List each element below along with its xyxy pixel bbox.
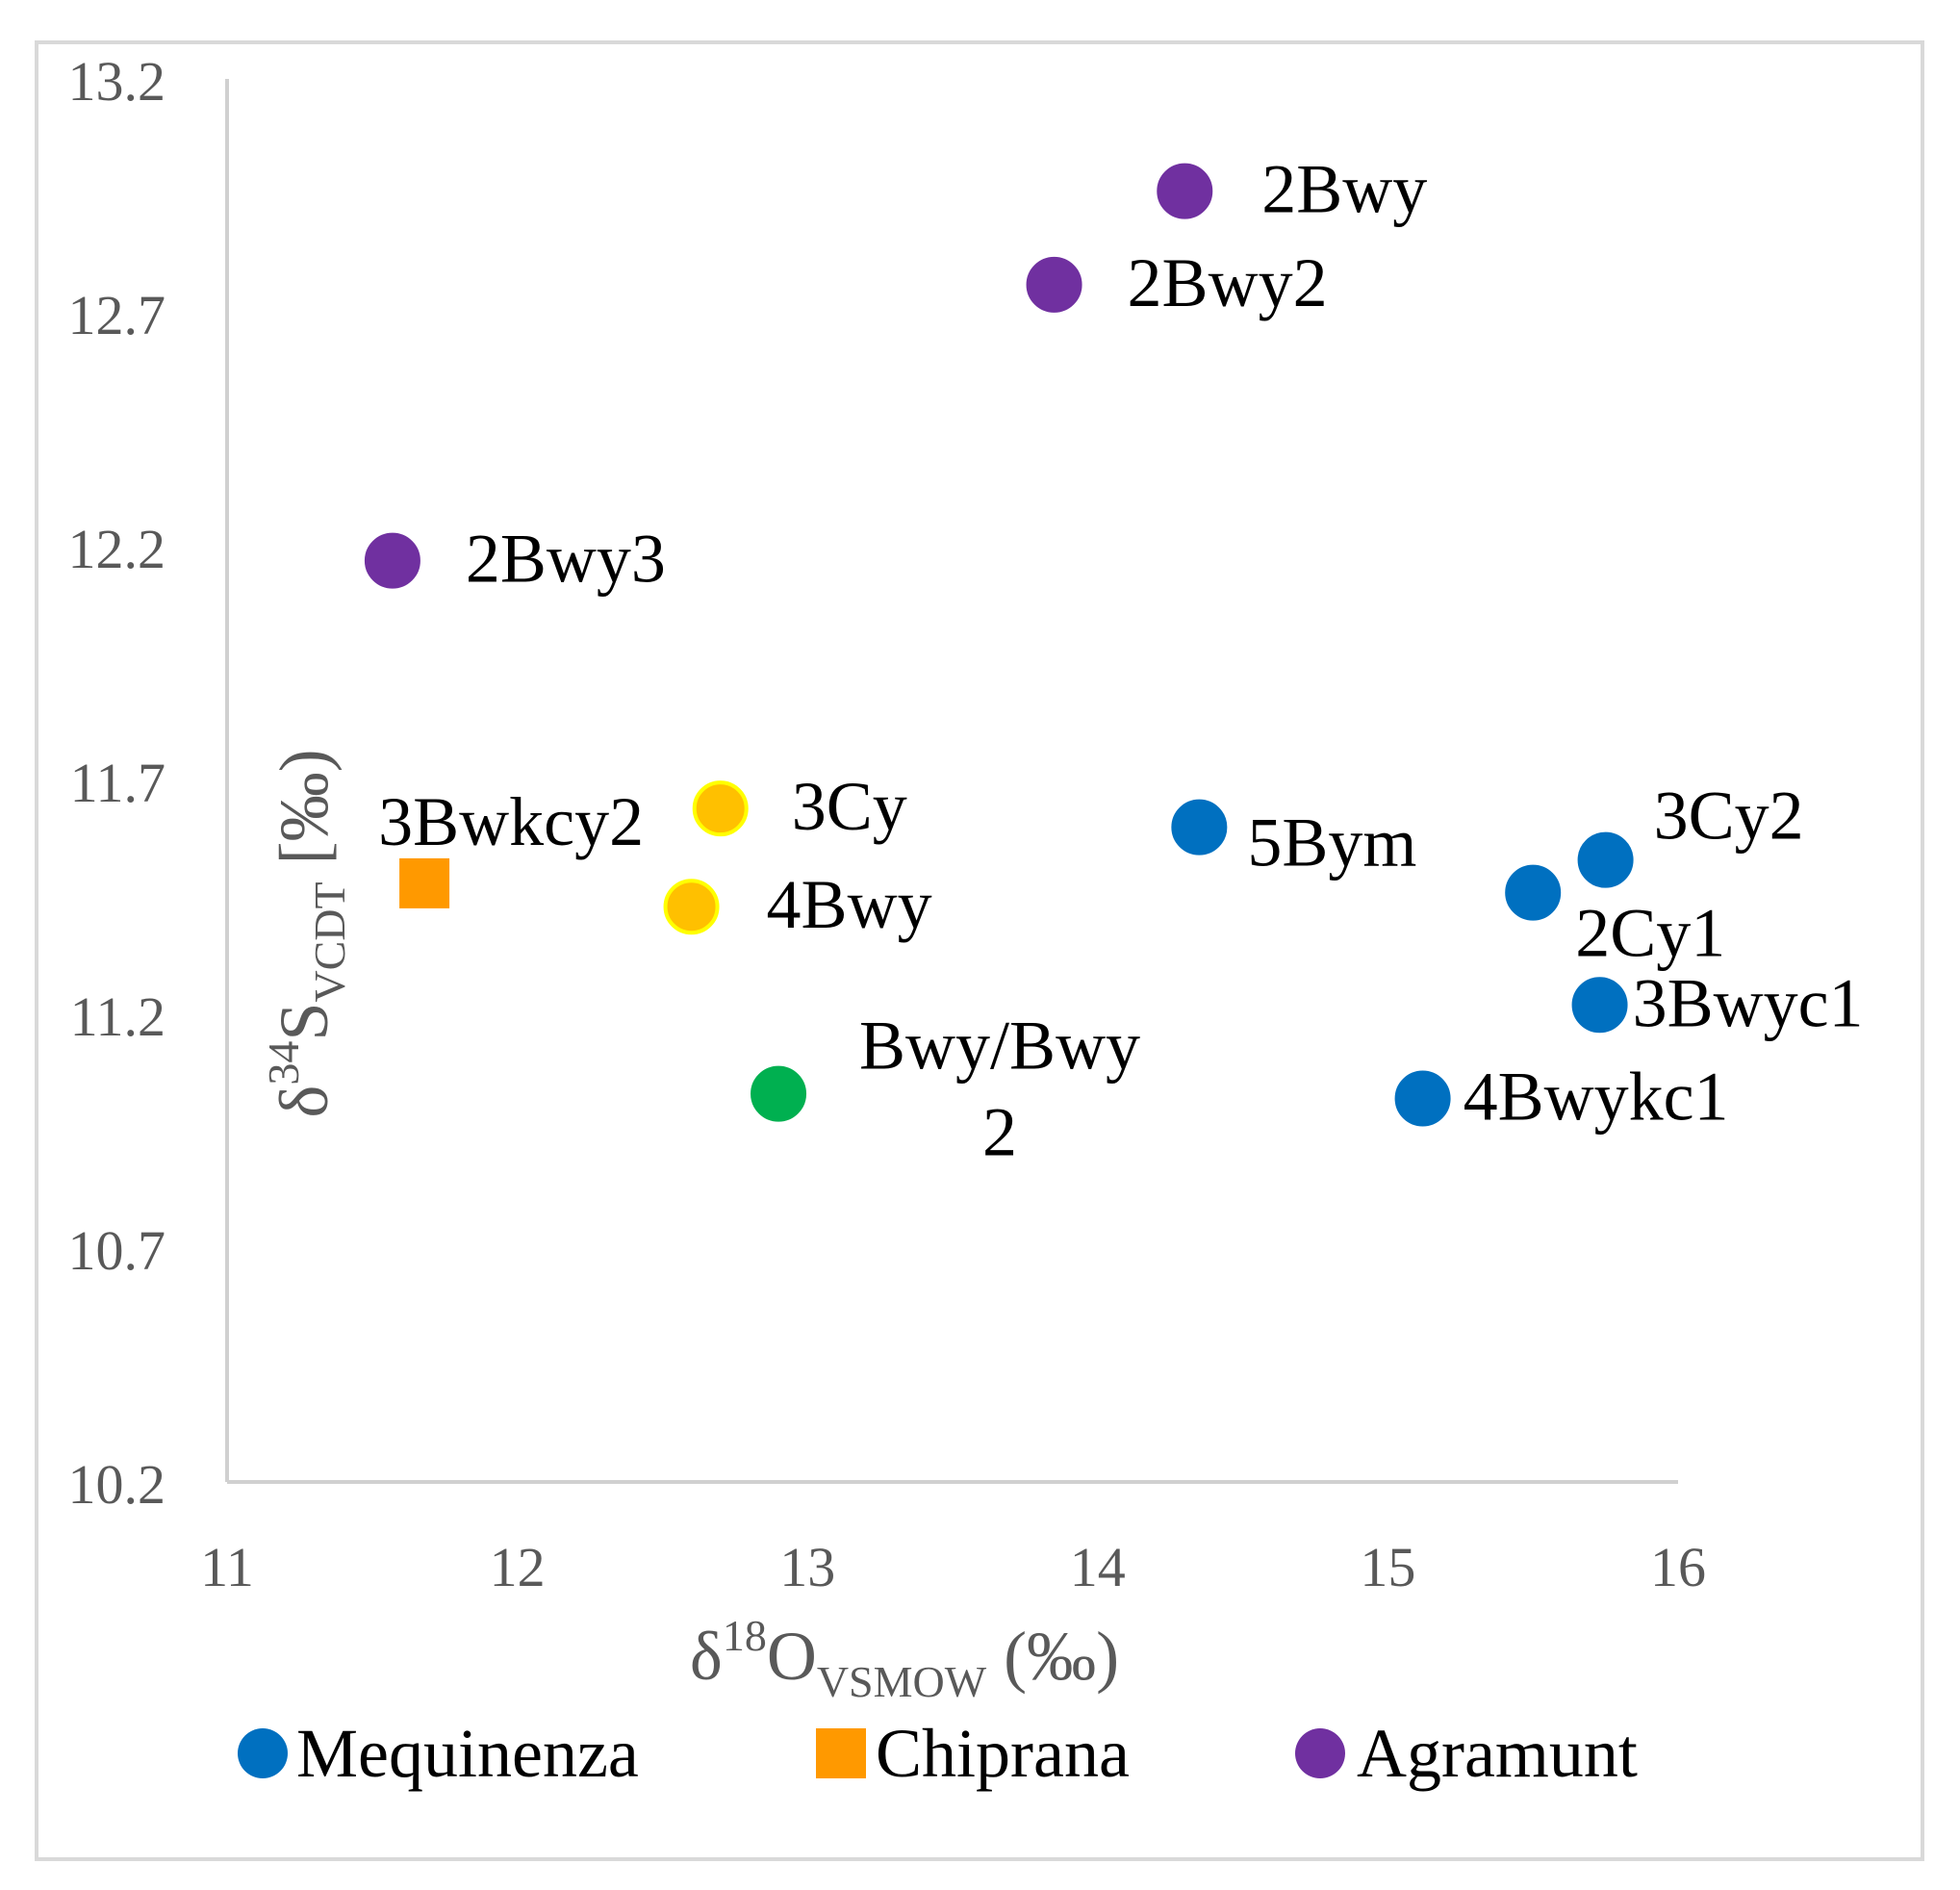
data-label: 2Cy1 bbox=[1575, 895, 1725, 972]
x-tick-label: 11 bbox=[200, 1536, 254, 1598]
data-label: 4Bwykc1 bbox=[1464, 1058, 1729, 1135]
data-label: 3Cy2 bbox=[1654, 778, 1804, 855]
data-point bbox=[1505, 864, 1562, 921]
y-axis-title-unit: [‰) bbox=[266, 749, 343, 881]
data-label: Bwy/Bwy bbox=[859, 1008, 1140, 1085]
y-axis-title-superscript: 34 bbox=[259, 1041, 308, 1085]
legend-marker-agramunt bbox=[1295, 1728, 1345, 1778]
x-tick-label: 15 bbox=[1360, 1536, 1415, 1598]
x-tick-label: 14 bbox=[1070, 1536, 1126, 1598]
chart-border bbox=[35, 40, 1924, 1861]
x-axis-title-subscript: VSMOW bbox=[817, 1657, 987, 1706]
data-label: 2Bwy3 bbox=[466, 521, 666, 598]
data-point bbox=[663, 879, 720, 935]
data-point bbox=[1394, 1070, 1451, 1127]
x-tick-label: 12 bbox=[490, 1536, 546, 1598]
data-label: 2Bwy2 bbox=[1128, 244, 1328, 321]
y-tick-label: 12.2 bbox=[68, 518, 166, 580]
y-axis-title-delta: δ bbox=[266, 1085, 343, 1118]
y-tick-label: 10.7 bbox=[68, 1219, 166, 1282]
x-axis-title-unit: (‰) bbox=[986, 1618, 1119, 1695]
y-tick-labels: 10.2 10.7 11.2 11.7 12.2 12.7 13.2 bbox=[68, 50, 166, 1516]
legend-label-mequinenza: Mequinenza bbox=[296, 1715, 639, 1792]
data-points bbox=[364, 163, 1634, 1127]
data-point bbox=[1171, 799, 1228, 856]
legend-label-chiprana: Chiprana bbox=[876, 1715, 1130, 1792]
y-tick-label: 11.7 bbox=[70, 752, 165, 814]
legend-marker-mequinenza bbox=[238, 1728, 288, 1778]
x-axis-title-superscript: 18 bbox=[723, 1611, 767, 1660]
data-point bbox=[692, 780, 749, 837]
data-point bbox=[1577, 831, 1634, 888]
data-point bbox=[364, 532, 420, 589]
x-tick-labels: 11 12 13 14 15 16 bbox=[200, 1536, 1706, 1598]
x-axis-title: δ18OVSMOW (‰) bbox=[690, 1611, 1119, 1706]
y-tick-label: 13.2 bbox=[68, 50, 166, 113]
x-tick-label: 13 bbox=[779, 1536, 835, 1598]
y-axis-title: δ34SVCDT [‰) bbox=[259, 749, 354, 1117]
data-label: 3Cy bbox=[792, 768, 907, 845]
y-axis-title-subscript: VCDT bbox=[305, 881, 354, 1002]
legend-label-agramunt: Agramunt bbox=[1357, 1715, 1638, 1792]
y-tick-label: 10.2 bbox=[68, 1453, 166, 1516]
data-label: 5Bym bbox=[1247, 805, 1416, 881]
data-label-continued: 2 bbox=[982, 1094, 1017, 1171]
x-axis-title-delta: δ bbox=[690, 1618, 723, 1695]
data-point bbox=[1026, 256, 1082, 313]
data-label: 2Bwy bbox=[1261, 151, 1427, 228]
legend-marker-chiprana bbox=[816, 1728, 866, 1778]
data-point bbox=[751, 1065, 807, 1122]
data-point bbox=[1157, 163, 1213, 219]
x-axis-title-element: O bbox=[767, 1618, 817, 1695]
data-labels: 2Bwy 2Bwy2 2Bwy3 3Bwkcy2 3Cy 4Bwy Bwy/Bwy 2 5Bym… bbox=[378, 151, 1863, 1171]
data-point bbox=[1571, 977, 1628, 1034]
y-axis-title-element: S bbox=[266, 1003, 343, 1041]
x-tick-label: 16 bbox=[1650, 1536, 1706, 1598]
data-label: 4Bwy bbox=[767, 866, 932, 943]
data-label: 3Bwyc1 bbox=[1633, 964, 1864, 1041]
data-point-square bbox=[399, 857, 450, 908]
legend: Mequinenza Chiprana Agramunt bbox=[238, 1715, 1638, 1792]
y-tick-label: 12.7 bbox=[68, 284, 166, 346]
y-tick-label: 11.2 bbox=[70, 985, 165, 1048]
data-label: 3Bwkcy2 bbox=[378, 783, 644, 860]
